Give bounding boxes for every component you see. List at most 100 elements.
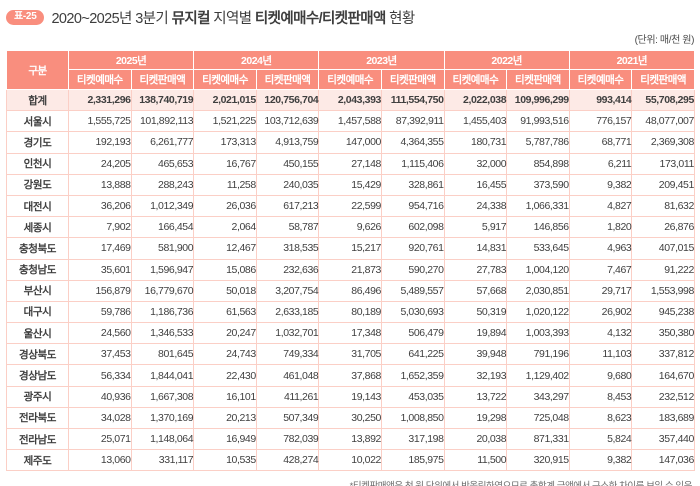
table-cell-value: 4,963 [568, 237, 633, 260]
table-cell-value: 58,787 [255, 216, 320, 239]
table-cell-value: 407,015 [631, 237, 695, 260]
table-cell-value: 617,213 [255, 194, 320, 218]
title-part-metrics: 티켓예매수/티켓판매액 [254, 11, 386, 27]
table-cell-value: 1,455,403 [443, 110, 508, 133]
header-metric-2024-sales: 티켓판매액 [255, 69, 320, 90]
table-cell-value: 26,036 [193, 194, 257, 218]
table-row: 충청남도 35,601 1,596,947 15,086 232,636 21,873 59… [6, 258, 695, 281]
header-metric-2024-count: 티켓예매수 [193, 69, 257, 90]
table-cell-value: 40,936 [68, 385, 132, 408]
table-cell-value: 37,453 [68, 343, 132, 366]
table-cell-value: 59,786 [68, 300, 132, 324]
row-region-label: 경상북도 [6, 343, 69, 366]
table-cell-value: 9,680 [568, 364, 633, 387]
header-metric-2022-count: 티켓예매수 [443, 69, 508, 90]
table-cell-value: 120,756,704 [255, 88, 320, 112]
row-region-label: 제주도 [6, 449, 69, 472]
table-cell-value: 240,035 [255, 173, 320, 196]
table-cell-value: 1,032,701 [255, 322, 320, 345]
table-cell-value: 5,787,786 [506, 131, 570, 154]
table-cell-value: 8,623 [568, 406, 633, 430]
table-cell-value: 13,888 [68, 173, 132, 196]
table-cell-value: 16,455 [443, 173, 508, 196]
table-cell-value: 25,071 [68, 427, 132, 451]
table-cell-value: 17,348 [318, 322, 382, 345]
table-cell-value: 1,553,998 [631, 279, 695, 302]
table-cell-value: 5,824 [568, 427, 633, 451]
table-cell-value: 2,331,296 [68, 88, 132, 112]
table-cell-value: 173,011 [631, 152, 695, 175]
table-cell-value: 7,467 [568, 258, 633, 281]
table-cell-value: 15,086 [193, 258, 257, 281]
table-number-badge: 표-25 [6, 10, 45, 25]
row-region-label: 강원도 [6, 173, 69, 196]
table-cell-value: 1,370,169 [130, 406, 195, 430]
table-cell-value: 10,022 [318, 449, 382, 472]
table-cell-value: 4,132 [568, 322, 633, 345]
table-cell-value: 993,414 [568, 88, 633, 112]
table-cell-value: 13,892 [318, 427, 382, 451]
table-row: 충청북도 17,469 581,900 12,467 318,535 15,217 920,… [6, 237, 695, 260]
title-part-2: 지역별 [209, 11, 255, 27]
table-row: 서울시 1,555,725 101,892,113 1,521,225 103,712,… [6, 110, 695, 133]
table-cell-value: 16,779,670 [130, 279, 195, 302]
table-cell-value: 1,457,588 [318, 110, 382, 133]
table-cell-value: 30,250 [318, 406, 382, 430]
title-part-1: 2020~2025년 3분기 [51, 11, 172, 27]
table-cell-value: 39,948 [443, 343, 508, 366]
table-cell-value: 328,861 [380, 173, 445, 196]
title-row: 표-25 2020~2025년 3분기 뮤지컬 지역별 티켓예매수/티켓판매액 … [0, 0, 700, 28]
table-cell-value: 36,206 [68, 194, 132, 218]
row-region-label: 대구시 [6, 300, 69, 324]
table-cell-value: 11,500 [443, 449, 508, 472]
table-head: 구분 2025년 2024년 2023년 2022년 2021년 티켓예매수 티… [6, 50, 695, 90]
header-row-years: 구분 2025년 2024년 2023년 2022년 2021년 [6, 50, 695, 90]
table-cell-value: 317,198 [380, 427, 445, 451]
table-cell-value: 19,298 [443, 406, 508, 430]
table-cell-value: 13,722 [443, 385, 508, 408]
row-region-label: 전라남도 [6, 427, 69, 451]
table-cell-value: 954,716 [380, 194, 445, 218]
table-cell-value: 48,077,007 [631, 110, 695, 133]
table-cell-value: 945,238 [631, 300, 695, 324]
table-cell-value: 55,708,295 [631, 88, 695, 112]
table-cell-value: 801,645 [130, 343, 195, 366]
table-cell-value: 2,022,038 [443, 88, 508, 112]
table-cell-value: 180,731 [443, 131, 508, 154]
header-metric-2021-count: 티켓예매수 [568, 69, 633, 90]
table-cell-value: 24,560 [68, 322, 132, 345]
table-row: 경기도 192,193 6,261,777 173,313 4,913,759 147,0… [6, 131, 695, 154]
table-cell-value: 2,030,851 [506, 279, 570, 302]
table-cell-value: 86,496 [318, 279, 382, 302]
table-cell-value: 2,021,015 [193, 88, 257, 112]
table-cell-value: 16,949 [193, 427, 257, 451]
table-cell-value: 173,313 [193, 131, 257, 154]
table-cell-value: 343,297 [506, 385, 570, 408]
table-cell-value: 103,712,639 [255, 110, 320, 133]
table-cell-value: 4,364,355 [380, 131, 445, 154]
header-year-2021: 2021년 [568, 50, 695, 70]
table-cell-value: 2,633,185 [255, 300, 320, 324]
table-cell-value: 1,004,120 [506, 258, 570, 281]
row-region-label: 인천시 [6, 152, 69, 175]
row-region-label: 전라북도 [6, 406, 69, 430]
table-cell-value: 506,479 [380, 322, 445, 345]
header-row-metrics: 티켓예매수 티켓판매액 티켓예매수 티켓판매액 티켓예매수 티켓판매액 티켓예매… [7, 69, 695, 90]
table-cell-value: 1,012,349 [130, 194, 195, 218]
table-cell-value: 138,740,719 [130, 88, 195, 112]
table-row: 대전시 36,206 1,012,349 26,036 617,213 22,599 954… [6, 194, 695, 218]
table-cell-value: 2,369,308 [631, 131, 695, 154]
table-cell-value: 1,186,736 [130, 300, 195, 324]
table-cell-value: 147,036 [631, 449, 695, 472]
table-cell-value: 320,915 [506, 449, 570, 472]
table-cell-value: 8,453 [568, 385, 633, 408]
header-metric-2025-count: 티켓예매수 [68, 69, 132, 90]
table-cell-value: 749,334 [255, 343, 320, 366]
table-cell-value: 21,873 [318, 258, 382, 281]
table-row: 합계 2,331,296 138,740,719 2,021,015 120,756,7… [6, 88, 695, 112]
row-region-label: 세종시 [6, 216, 69, 239]
table-cell-value: 5,917 [443, 216, 508, 239]
table-cell-value: 590,270 [380, 258, 445, 281]
table-cell-value: 461,048 [255, 364, 320, 387]
table-cell-value: 26,876 [631, 216, 695, 239]
